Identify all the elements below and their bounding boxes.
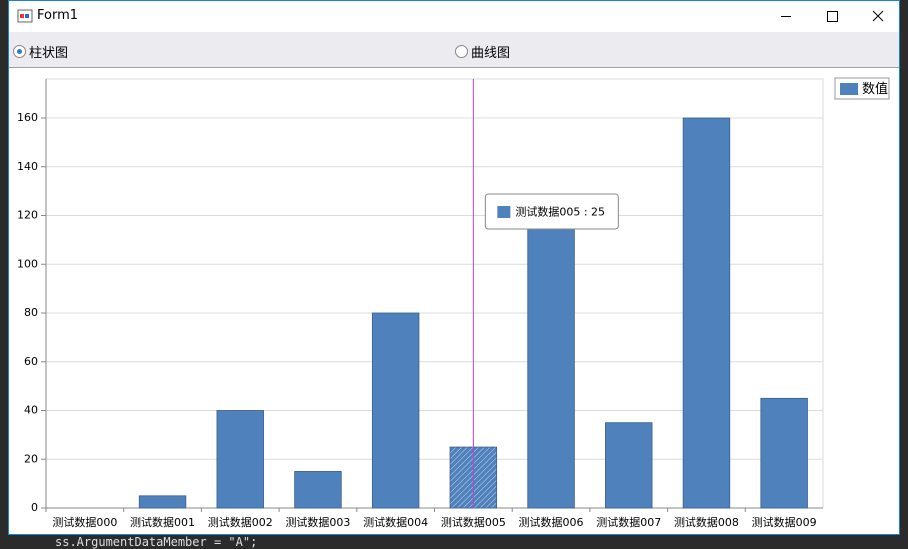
bar (294, 471, 342, 509)
x-tick-label: 测试数据000 (52, 515, 117, 529)
x-tick-label: 测试数据002 (208, 515, 273, 529)
x-tick-label: 测试数据006 (519, 515, 584, 529)
x-tick-label: 测试数据008 (674, 515, 739, 529)
maximize-button[interactable] (809, 1, 855, 32)
x-tick-label: 测试数据005 (441, 515, 506, 529)
legend-swatch (840, 83, 858, 95)
x-tick-label: 测试数据003 (285, 515, 350, 529)
y-tick-label: 40 (24, 404, 38, 417)
bar (216, 410, 264, 509)
toolbar: 柱状图 曲线图 (9, 32, 899, 68)
x-tick-label: 测试数据001 (130, 515, 195, 529)
window-title: Form1 (37, 8, 79, 23)
radio-option[interactable]: 曲线图 (455, 42, 510, 61)
radio-label: 柱状图 (29, 46, 69, 61)
minimize-button[interactable] (763, 1, 809, 32)
close-button[interactable] (855, 1, 901, 32)
y-tick-label: 20 (24, 452, 38, 465)
y-tick-label: 120 (17, 209, 38, 222)
app-icon (17, 9, 33, 23)
y-tick-label: 100 (17, 257, 38, 270)
bar (371, 312, 420, 509)
legend-label: 数值 (862, 81, 888, 97)
radio-option[interactable]: 柱状图 (13, 42, 68, 61)
x-tick-label: 测试数据009 (752, 515, 817, 529)
bar (605, 422, 653, 509)
radio-button[interactable] (13, 45, 26, 58)
bar (138, 495, 187, 509)
x-tick-label: 测试数据007 (596, 515, 661, 529)
radio-button[interactable] (455, 45, 468, 58)
bar (527, 215, 575, 509)
tooltip-text: 测试数据005 : 25 (515, 205, 605, 219)
y-tick-label: 0 (31, 501, 38, 514)
chart: 0 20 40 60 80 100 120 140 160 测试数据000 测试数据001 测试数据0… (17, 77, 890, 529)
y-tick-label: 160 (17, 111, 38, 124)
bar (760, 397, 808, 509)
title-bar: Form1 (9, 1, 899, 32)
window: Form1 柱状图 曲线图 0 20 40 60 80 100 120 140 160 测试数据0… (8, 0, 900, 535)
y-tick-label: 60 (24, 355, 38, 368)
y-tick-label: 140 (17, 160, 38, 173)
background-code: ss.ArgumentDataMember = "A"; (55, 535, 258, 549)
y-tick-label: 80 (24, 306, 38, 319)
bar (682, 117, 731, 509)
x-tick-label: 测试数据004 (363, 515, 428, 529)
tooltip-box (484, 193, 619, 230)
radio-label: 曲线图 (471, 46, 511, 61)
tooltip-swatch (497, 206, 511, 218)
